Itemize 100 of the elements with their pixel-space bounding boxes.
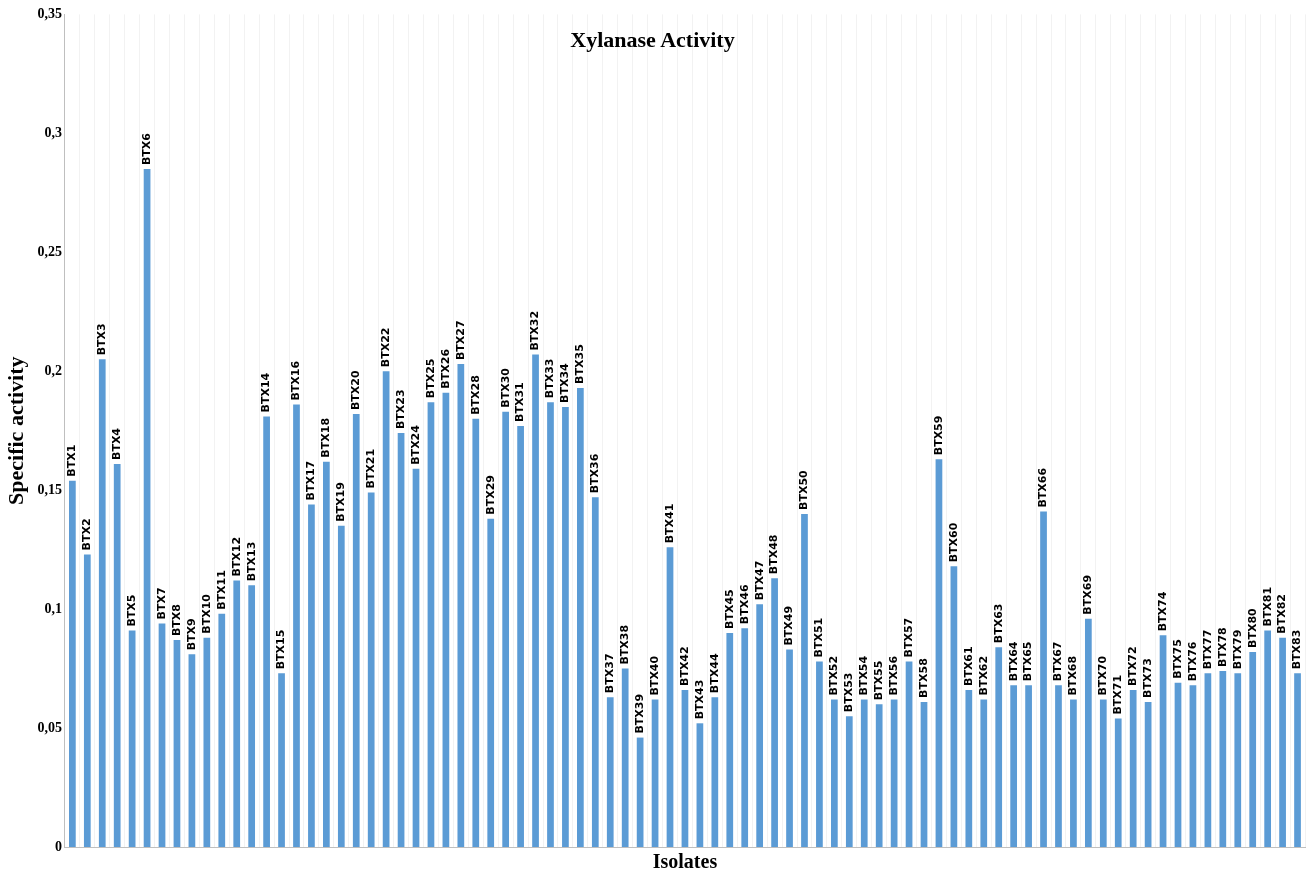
x-tick-label: BTX36 xyxy=(588,453,602,494)
x-tick-label: BTX18 xyxy=(319,417,333,458)
x-tick-label: BTX7 xyxy=(154,587,168,620)
x-tick-label: BTX11 xyxy=(214,570,228,610)
x-tick-label: BTX69 xyxy=(1081,574,1095,615)
x-tick-label: BTX78 xyxy=(1215,627,1229,667)
bar xyxy=(218,613,226,847)
x-tick-label: BTX17 xyxy=(304,460,318,501)
x-tick-label: BTX73 xyxy=(1140,658,1154,698)
x-tick-label: BTX81 xyxy=(1260,586,1274,627)
x-tick-label: BTX30 xyxy=(498,367,512,408)
x-tick-label: BTX65 xyxy=(1021,641,1035,682)
x-tick-label: BTX72 xyxy=(1126,646,1140,686)
bar xyxy=(606,697,614,847)
x-tick-label: BTX27 xyxy=(453,320,467,361)
x-tick-label: BTX63 xyxy=(991,603,1005,644)
x-tick-label: BTX22 xyxy=(378,327,392,368)
bar xyxy=(532,354,539,847)
bar xyxy=(1129,690,1137,847)
x-tick-label: BTX16 xyxy=(289,360,303,401)
x-tick-label: BTX9 xyxy=(184,618,198,651)
bar xyxy=(801,513,808,847)
bar xyxy=(741,628,749,847)
bar xyxy=(726,632,734,847)
bar xyxy=(547,402,554,847)
x-tick-label: BTX23 xyxy=(393,389,407,430)
bar xyxy=(1219,670,1227,847)
x-tick-label: BTX19 xyxy=(334,482,348,522)
bar xyxy=(1279,637,1286,847)
bar xyxy=(875,704,883,847)
x-tick-label: BTX35 xyxy=(573,344,587,384)
x-tick-label: BTX58 xyxy=(916,658,930,698)
bar xyxy=(457,364,465,847)
x-tick-label: BTX46 xyxy=(737,584,751,625)
x-tick-label: BTX54 xyxy=(857,655,871,696)
x-tick-label: BTX5 xyxy=(124,594,138,627)
bar xyxy=(860,699,868,847)
x-tick-label: BTX50 xyxy=(797,469,811,510)
x-tick-label: BTX83 xyxy=(1290,629,1304,670)
y-tick-label: 0,15 xyxy=(37,481,62,497)
x-tick-label: BTX14 xyxy=(259,372,273,413)
bar xyxy=(367,492,375,847)
x-tick-label: BTX70 xyxy=(1096,655,1110,696)
x-tick-label: BTX75 xyxy=(1170,639,1184,679)
bar xyxy=(278,673,285,847)
x-tick-label: BTX12 xyxy=(229,536,243,577)
x-tick-label: BTX62 xyxy=(976,655,990,696)
y-tick-label: 0,1 xyxy=(44,600,62,616)
y-tick-label: 0,35 xyxy=(37,6,62,22)
x-tick-label: BTX25 xyxy=(423,358,437,399)
bar xyxy=(1099,699,1107,847)
bar xyxy=(352,414,360,847)
x-tick-label: BTX31 xyxy=(513,382,527,422)
x-tick-label: BTX51 xyxy=(812,617,826,658)
x-tick-label: BTX47 xyxy=(752,560,766,601)
x-tick-label: BTX82 xyxy=(1275,593,1289,634)
x-tick-label: BTX1 xyxy=(65,444,79,477)
x-tick-label: BTX8 xyxy=(169,604,183,637)
x-tick-label: BTX28 xyxy=(468,375,482,415)
bar xyxy=(577,387,584,847)
bar xyxy=(1084,618,1092,847)
x-tick-label: BTX74 xyxy=(1155,591,1169,632)
x-tick-label: BTX45 xyxy=(722,589,736,629)
y-tick-label: 0,05 xyxy=(37,719,62,735)
bar xyxy=(1234,673,1242,847)
bar xyxy=(113,464,121,847)
bar xyxy=(831,699,838,847)
bar xyxy=(816,661,823,847)
x-tick-label: BTX60 xyxy=(946,522,960,563)
x-tick-label: BTX80 xyxy=(1245,607,1259,648)
bar xyxy=(502,411,510,847)
x-tick-label: BTX33 xyxy=(543,358,557,399)
x-tick-label: BTX38 xyxy=(618,624,632,665)
bar xyxy=(1055,685,1062,847)
x-tick-label: BTX34 xyxy=(558,362,572,403)
x-tick-label: BTX20 xyxy=(349,370,363,411)
x-tick-label: BTX59 xyxy=(931,415,945,456)
x-tick-label: BTX13 xyxy=(244,541,258,582)
x-tick-label: BTX6 xyxy=(139,132,153,166)
x-axis-title: Isolates xyxy=(652,850,718,873)
bar xyxy=(845,716,853,847)
bar xyxy=(1264,630,1272,847)
x-tick-label: BTX10 xyxy=(199,593,213,634)
bar xyxy=(591,497,599,847)
bar xyxy=(965,690,973,847)
bar xyxy=(323,461,330,847)
x-tick-label: BTX61 xyxy=(961,646,975,686)
y-tick-label: 0 xyxy=(54,838,62,854)
x-tick-label: BTX76 xyxy=(1185,641,1199,682)
x-tick-label: BTX44 xyxy=(707,653,721,694)
bar xyxy=(995,647,1003,847)
bar xyxy=(711,697,719,847)
bar xyxy=(69,480,76,847)
bar xyxy=(487,518,495,847)
bar xyxy=(293,404,300,847)
x-tick-label: BTX2 xyxy=(80,518,94,551)
bar xyxy=(233,580,241,847)
x-tick-label: BTX3 xyxy=(95,323,109,356)
y-tick-label: 0,3 xyxy=(44,124,62,140)
x-tick-label: BTX67 xyxy=(1051,641,1065,682)
